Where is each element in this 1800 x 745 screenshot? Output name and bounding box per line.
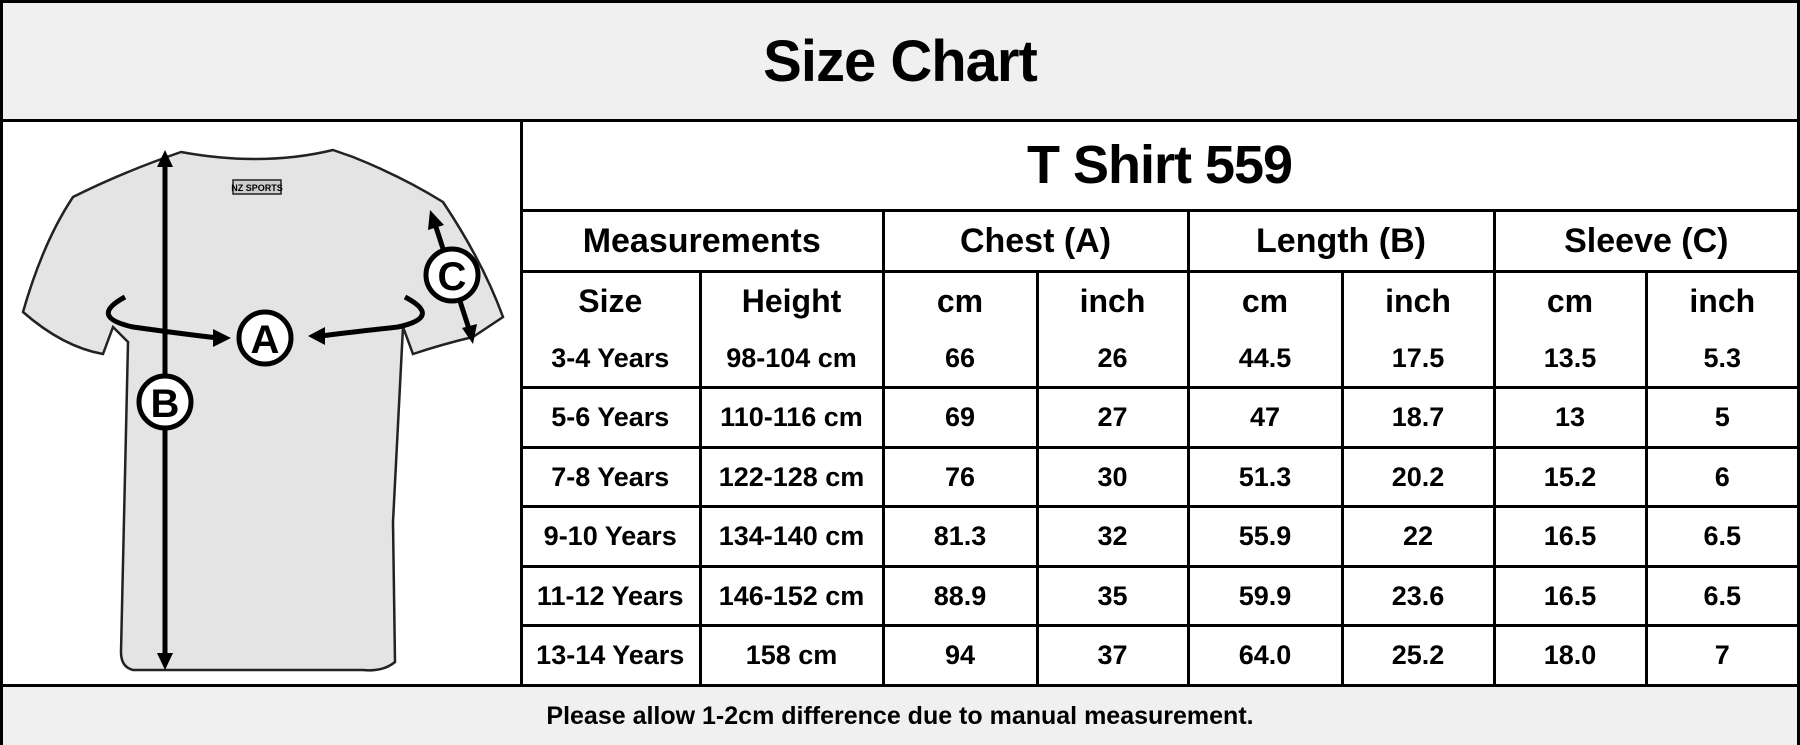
table-cell: 9-10 Years <box>522 505 702 568</box>
brand-tag <box>232 179 282 195</box>
table-row: 5-6 Years 110-116 cm 69 27 47 18.7 13 5 <box>522 386 1798 449</box>
table-cell: 51.3 <box>1186 445 1344 509</box>
subheader: cm <box>1492 270 1648 330</box>
table-cell: 110-116 cm <box>698 386 885 449</box>
table-cell: 30 <box>1035 445 1190 509</box>
table-cell: 44.5 <box>1186 329 1344 390</box>
table-cell: 11-12 Years <box>522 564 702 628</box>
table-cell: 98-104 cm <box>698 329 885 390</box>
table-cell: 26 <box>1035 329 1190 390</box>
table-cell: 69 <box>881 386 1039 449</box>
table-cell: 18.7 <box>1340 386 1496 449</box>
table-row: 11-12 Years 146-152 cm 88.9 35 59.9 23.6 16.5 6… <box>522 564 1798 628</box>
page-title: Size Chart <box>3 3 1797 122</box>
size-table: T Shirt 559 Measurements Chest (A) Lengt… <box>522 122 1798 684</box>
table-cell: 25.2 <box>1340 624 1496 684</box>
label-b: B <box>151 382 180 426</box>
table-cell: 6.5 <box>1644 564 1798 628</box>
header-measurements: Measurements <box>522 208 885 274</box>
svg-text:NZ SPORTS: NZ SPORTS <box>231 183 283 193</box>
table-row: 13-14 Years 158 cm 94 37 64.0 25.2 18.0 7 <box>522 624 1798 684</box>
table-cell: 6 <box>1644 445 1798 509</box>
table-cell: 88.9 <box>881 564 1039 628</box>
table-cell: 3-4 Years <box>522 329 702 390</box>
table-cell: 27 <box>1035 386 1190 449</box>
table-cell: 13.5 <box>1492 329 1648 390</box>
tshirt-illustration: NZ SPORTS A B C <box>3 122 523 684</box>
table-row: 7-8 Years 122-128 cm 76 30 51.3 20.2 15.2 6 <box>522 445 1798 509</box>
table-cell: 76 <box>881 445 1039 509</box>
table-cell: 5.3 <box>1644 329 1798 390</box>
subheader: cm <box>881 270 1039 330</box>
table-cell: 81.3 <box>881 505 1039 568</box>
table-cell: 122-128 cm <box>698 445 885 509</box>
table-cell: 6.5 <box>1644 505 1798 568</box>
table-cell: 37 <box>1035 624 1190 684</box>
table-cell: 23.6 <box>1340 564 1496 628</box>
table-cell: 17.5 <box>1340 329 1496 390</box>
tshirt-shape <box>21 148 505 672</box>
table-cell: 158 cm <box>698 624 885 684</box>
table-cell: 47 <box>1186 386 1344 449</box>
table-cell: 5 <box>1644 386 1798 449</box>
table-row: 9-10 Years 134-140 cm 81.3 32 55.9 22 16.5 6.5 <box>522 505 1798 568</box>
label-c: C <box>438 255 467 299</box>
subheader: Height <box>698 270 885 330</box>
header-sleeve: Sleeve (C) <box>1492 208 1798 274</box>
table-cell: 13 <box>1492 386 1648 449</box>
table-cell: 66 <box>881 329 1039 390</box>
label-a: A <box>251 318 280 362</box>
table-cell: 146-152 cm <box>698 564 885 628</box>
table-row: 3-4 Years 98-104 cm 66 26 44.5 17.5 13.5 5.3 <box>522 329 1798 390</box>
product-title: T Shirt 559 <box>522 122 1798 212</box>
table-cell: 22 <box>1340 505 1496 568</box>
subheader: cm <box>1186 270 1344 330</box>
header-length: Length (B) <box>1186 208 1496 274</box>
table-cell: 7 <box>1644 624 1798 684</box>
table-cell: 5-6 Years <box>522 386 702 449</box>
subheader: inch <box>1035 270 1190 330</box>
table-cell: 64.0 <box>1186 624 1344 684</box>
subheader: Size <box>522 270 702 330</box>
table-cell: 20.2 <box>1340 445 1496 509</box>
table-cell: 35 <box>1035 564 1190 628</box>
table-cell: 32 <box>1035 505 1190 568</box>
table-cell: 13-14 Years <box>522 624 702 684</box>
table-cell: 59.9 <box>1186 564 1344 628</box>
table-cell: 7-8 Years <box>522 445 702 509</box>
table-cell: 16.5 <box>1492 505 1648 568</box>
table-cell: 134-140 cm <box>698 505 885 568</box>
header-chest: Chest (A) <box>881 208 1190 274</box>
footer-note: Please allow 1-2cm difference due to man… <box>3 684 1797 745</box>
subheader: inch <box>1644 270 1798 330</box>
table-cell: 15.2 <box>1492 445 1648 509</box>
table-cell: 55.9 <box>1186 505 1344 568</box>
table-cell: 18.0 <box>1492 624 1648 684</box>
table-cell: 94 <box>881 624 1039 684</box>
table-cell: 16.5 <box>1492 564 1648 628</box>
subheader: inch <box>1340 270 1496 330</box>
